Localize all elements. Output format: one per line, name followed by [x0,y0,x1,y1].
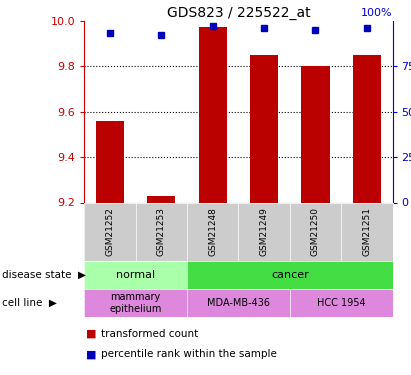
Text: normal: normal [116,270,155,280]
Text: transformed count: transformed count [101,329,198,339]
Text: GSM21249: GSM21249 [260,207,268,256]
Text: percentile rank within the sample: percentile rank within the sample [101,350,277,359]
Bar [353,55,381,202]
Bar [250,55,278,202]
Bar [301,66,330,203]
Text: GSM21248: GSM21248 [208,207,217,256]
Text: disease state  ▶: disease state ▶ [2,270,86,280]
Bar [147,196,175,202]
Text: cell line  ▶: cell line ▶ [2,298,57,308]
Title: GDS823 / 225522_at: GDS823 / 225522_at [166,6,310,20]
Text: 100%: 100% [361,8,393,18]
Bar [199,27,227,202]
Text: GSM21252: GSM21252 [106,207,114,256]
Text: mammary
epithelium: mammary epithelium [109,292,162,314]
Bar [96,121,124,202]
Text: GSM21250: GSM21250 [311,207,320,256]
Text: GSM21253: GSM21253 [157,207,166,256]
Text: cancer: cancer [271,270,309,280]
Text: HCC 1954: HCC 1954 [317,298,365,308]
Text: ■: ■ [86,350,97,359]
Text: GSM21251: GSM21251 [363,207,371,256]
Text: ■: ■ [86,329,97,339]
Text: MDA-MB-436: MDA-MB-436 [207,298,270,308]
